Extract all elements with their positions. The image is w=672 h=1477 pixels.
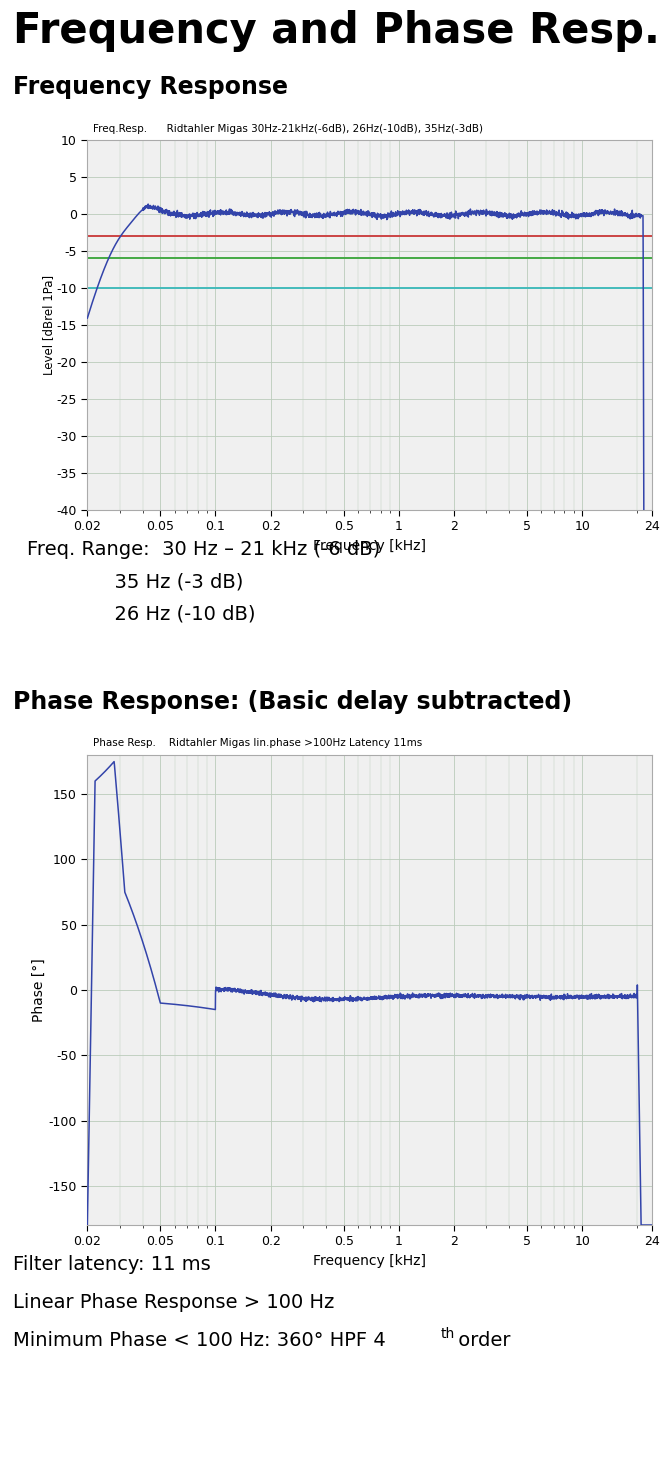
Text: Minimum Phase < 100 Hz: 360° HPF 4: Minimum Phase < 100 Hz: 360° HPF 4 [13,1331,386,1350]
Text: 35 Hz (-3 dB): 35 Hz (-3 dB) [27,572,243,591]
Text: Freq. Range:  30 Hz – 21 kHz (-6 dB): Freq. Range: 30 Hz – 21 kHz (-6 dB) [27,541,380,558]
Text: Filter latency: 11 ms: Filter latency: 11 ms [13,1255,211,1275]
Y-axis label: Level [dBrel 1Pa]: Level [dBrel 1Pa] [42,275,55,375]
Text: Frequency Response: Frequency Response [13,75,288,99]
Text: th: th [440,1326,454,1341]
Text: 26 Hz (-10 dB): 26 Hz (-10 dB) [27,604,255,623]
Text: Phase Response: (Basic delay subtracted): Phase Response: (Basic delay subtracted) [13,690,573,713]
Text: Freq.Resp.      Ridtahler Migas 30Hz-21kHz(-6dB), 26Hz(-10dB), 35Hz(-3dB): Freq.Resp. Ridtahler Migas 30Hz-21kHz(-6… [93,124,483,134]
Text: Linear Phase Response > 100 Hz: Linear Phase Response > 100 Hz [13,1292,335,1312]
X-axis label: Frequency [kHz]: Frequency [kHz] [313,1254,426,1267]
Y-axis label: Phase [°]: Phase [°] [32,959,46,1022]
X-axis label: Frequency [kHz]: Frequency [kHz] [313,539,426,552]
Text: order: order [452,1331,510,1350]
Text: Frequency and Phase Resp.: Frequency and Phase Resp. [13,10,661,52]
Text: Phase Resp.    Ridtahler Migas lin.phase >100Hz Latency 11ms: Phase Resp. Ridtahler Migas lin.phase >1… [93,738,422,747]
